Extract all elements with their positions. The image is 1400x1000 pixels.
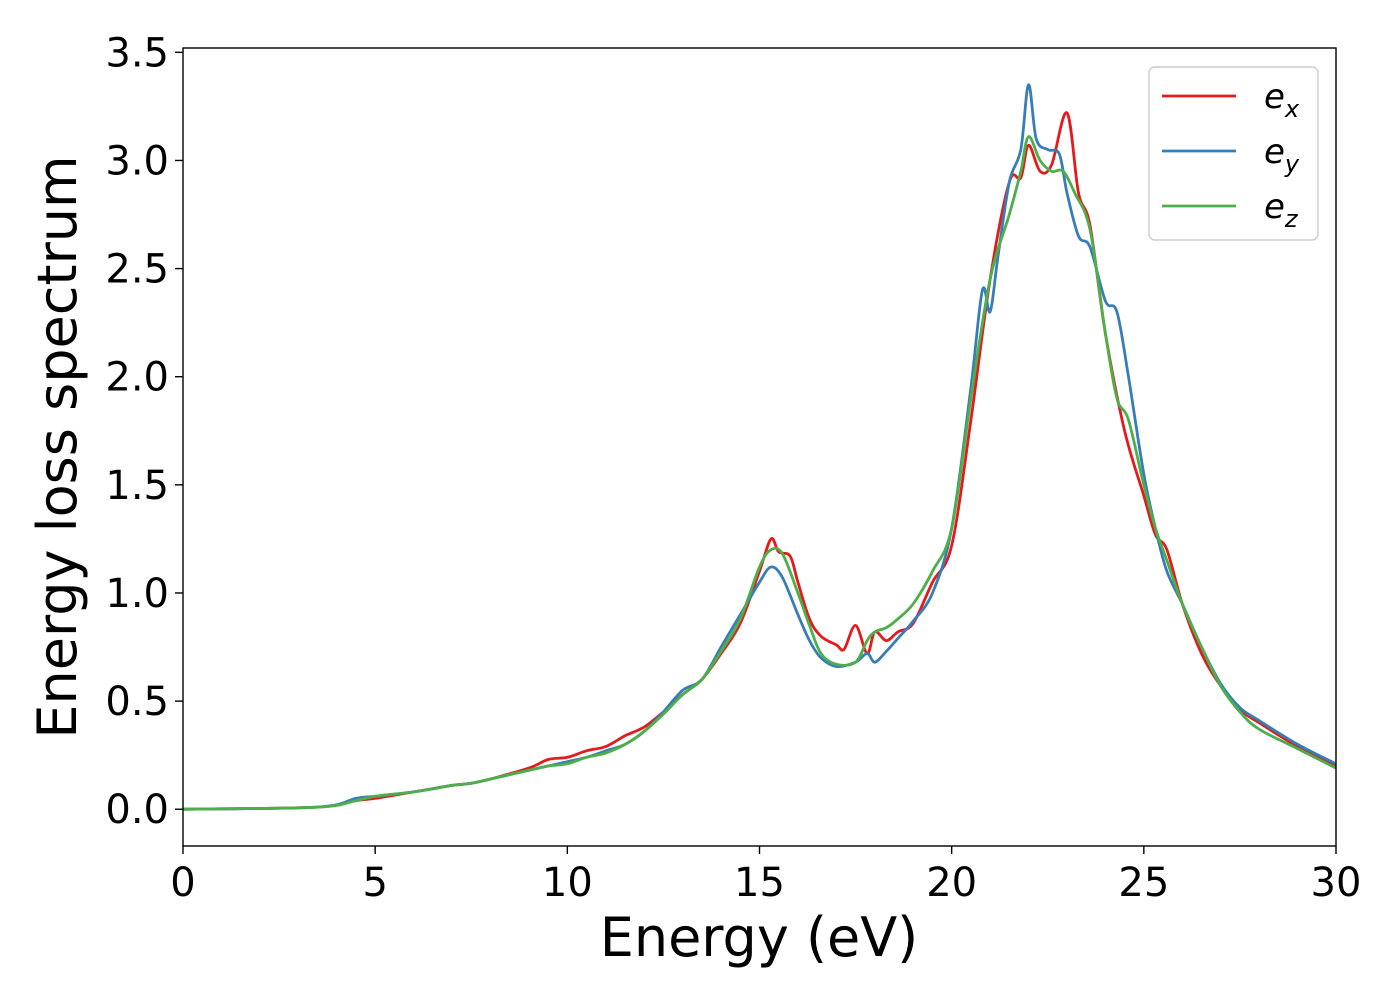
legend-label-subscript: y xyxy=(1284,150,1300,178)
legend-label-base: e xyxy=(1264,187,1285,227)
plot-background xyxy=(183,48,1336,846)
x-tick-label: 20 xyxy=(926,860,977,906)
x-axis: 0 5 10 15 20 25 30 xyxy=(170,846,1361,906)
x-tick-label: 25 xyxy=(1118,860,1169,906)
y-axis-title: Energy loss spectrum xyxy=(26,155,89,738)
y-tick-label: 2.5 xyxy=(105,247,169,293)
legend-label-z: ez xyxy=(1264,187,1299,233)
y-tick-label: 0.5 xyxy=(105,679,169,725)
y-tick-label: 3.0 xyxy=(105,138,169,184)
legend-label-subscript: x xyxy=(1284,95,1300,123)
legend-label-base: e xyxy=(1264,132,1285,172)
y-tick-label: 0.0 xyxy=(105,787,169,833)
legend-label-x: ex xyxy=(1264,77,1300,123)
legend-box xyxy=(1148,66,1319,241)
y-tick-label: 1.5 xyxy=(105,463,169,509)
series-layer xyxy=(183,83,1336,811)
y-axis: 0.0 0.5 1.0 1.5 2.0 2.5 3.0 3.5 xyxy=(105,30,183,833)
y-tick-label: 3.5 xyxy=(105,30,169,76)
series-line-y xyxy=(183,83,1336,811)
x-tick-label: 10 xyxy=(542,860,593,906)
x-tick-label: 30 xyxy=(1311,860,1362,906)
legend-label-y: ey xyxy=(1264,132,1300,178)
legend-label-subscript: z xyxy=(1284,205,1299,233)
series-line-z xyxy=(183,135,1336,811)
x-tick-label: 15 xyxy=(734,860,785,906)
x-axis-title: Energy (eV) xyxy=(600,906,919,969)
x-tick-label: 0 xyxy=(170,860,195,906)
series-line-x xyxy=(183,111,1336,811)
y-tick-label: 2.0 xyxy=(105,355,169,401)
legend-label-base: e xyxy=(1264,77,1285,117)
x-tick-label: 5 xyxy=(362,860,387,906)
y-tick-label: 1.0 xyxy=(105,571,169,617)
